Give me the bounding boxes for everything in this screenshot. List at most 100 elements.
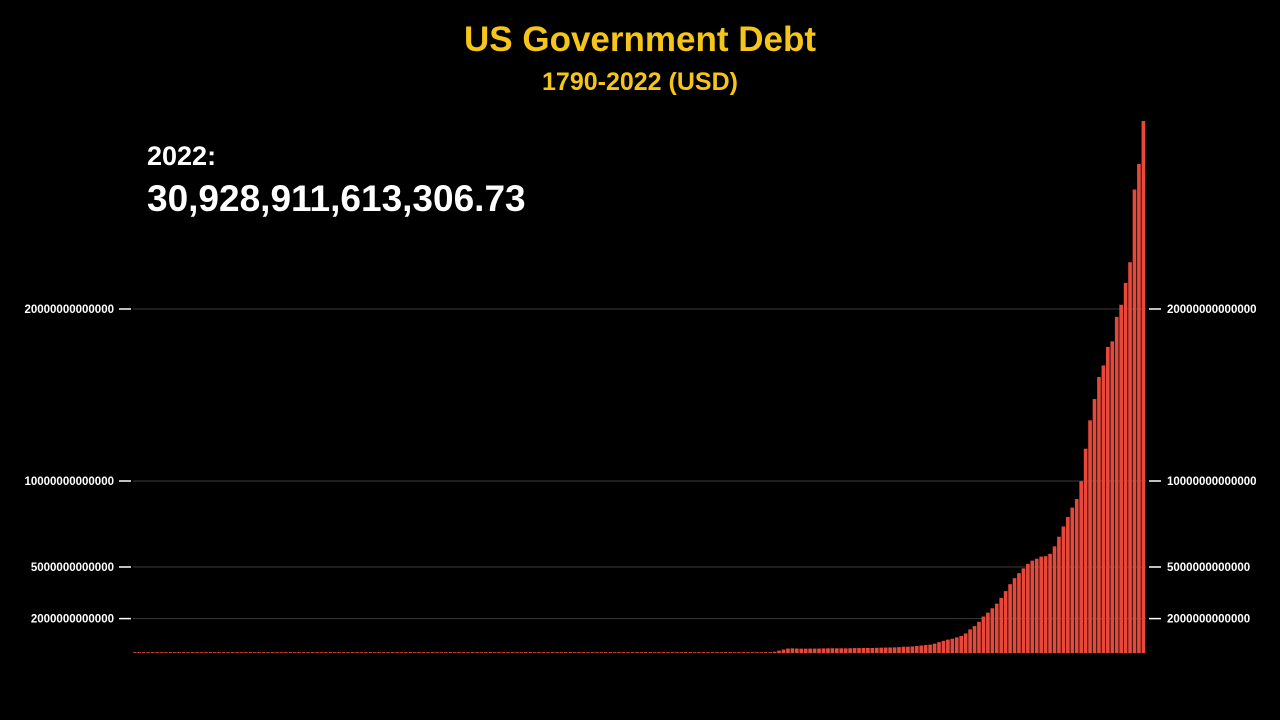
bar-year-1838 bbox=[346, 652, 350, 653]
bar-year-2000 bbox=[1066, 517, 1070, 653]
bar-year-1903 bbox=[635, 652, 639, 653]
tick-layer: 2000000000000 2000000000000 5000000000000 5… bbox=[24, 304, 1256, 626]
bar-year-1812 bbox=[230, 652, 235, 653]
bar-year-1830 bbox=[310, 652, 315, 653]
bar-year-1874 bbox=[506, 652, 510, 653]
bar-year-1922 bbox=[719, 652, 724, 653]
bar-year-1842 bbox=[364, 652, 368, 653]
bar-year-1853 bbox=[412, 652, 417, 653]
bar-year-1834 bbox=[328, 652, 333, 653]
bar-year-1938 bbox=[790, 648, 795, 653]
bar-year-1826 bbox=[292, 652, 297, 653]
bar-year-1889 bbox=[572, 652, 577, 653]
bar-year-1976 bbox=[959, 635, 964, 653]
bar-year-1929 bbox=[750, 652, 755, 653]
bar-year-1908 bbox=[657, 652, 661, 653]
bar-year-1828 bbox=[301, 652, 306, 653]
bar-year-1914 bbox=[683, 652, 688, 653]
bar-year-1843 bbox=[368, 652, 373, 653]
y-tick-label-left: 10000000000000 bbox=[24, 476, 114, 488]
bar-year-1962 bbox=[897, 647, 901, 653]
bar-year-1907 bbox=[652, 652, 657, 653]
bar-year-1981 bbox=[981, 616, 986, 653]
bar-year-1993 bbox=[1034, 558, 1039, 653]
bar-year-1937 bbox=[786, 648, 790, 653]
bar-year-1844 bbox=[372, 652, 377, 653]
bar-year-1819 bbox=[261, 652, 266, 653]
bar-year-1876 bbox=[515, 652, 519, 653]
bar-year-1963 bbox=[901, 646, 906, 653]
bar-year-1971 bbox=[937, 642, 941, 653]
bar-year-1840 bbox=[355, 652, 359, 653]
bar-year-1845 bbox=[377, 652, 381, 653]
bar-year-1814 bbox=[239, 652, 244, 653]
bar-year-1869 bbox=[484, 652, 488, 653]
bar-year-1954 bbox=[861, 648, 866, 653]
bar-year-1871 bbox=[492, 652, 497, 653]
bar-year-1887 bbox=[563, 652, 568, 653]
bar-year-2005 bbox=[1088, 420, 1092, 653]
bar-year-1918 bbox=[701, 652, 706, 653]
bar-year-1970 bbox=[932, 643, 937, 653]
bar-year-1879 bbox=[528, 652, 533, 653]
bar-year-1801 bbox=[181, 652, 186, 653]
bar-year-1852 bbox=[408, 652, 413, 653]
bar-year-1980 bbox=[977, 621, 981, 653]
bar-year-1989 bbox=[1017, 573, 1021, 653]
bar-year-1958 bbox=[879, 647, 884, 653]
bar-year-2004 bbox=[1083, 448, 1088, 653]
bar-year-1999 bbox=[1061, 526, 1066, 653]
bar-year-1839 bbox=[350, 652, 355, 653]
bar-year-1891 bbox=[581, 652, 586, 653]
bar-year-1820 bbox=[266, 652, 270, 653]
bar-year-2003 bbox=[1079, 481, 1083, 653]
bar-year-1910 bbox=[666, 652, 670, 653]
bar-year-1990 bbox=[1021, 568, 1026, 653]
bar-year-1849 bbox=[395, 652, 399, 653]
bar-year-1915 bbox=[688, 652, 693, 653]
bar-year-1941 bbox=[803, 648, 808, 653]
bar-year-1792 bbox=[141, 652, 146, 653]
bar-year-2011 bbox=[1114, 316, 1119, 653]
bar-year-2009 bbox=[1106, 346, 1110, 653]
bar-year-2017 bbox=[1141, 121, 1146, 653]
bar-year-1925 bbox=[732, 652, 737, 653]
chart-title: US Government Debt bbox=[464, 20, 816, 59]
bar-year-1948 bbox=[834, 648, 839, 653]
current-debt-value: 30,928,911,613,306.73 bbox=[147, 178, 526, 219]
bar-year-2002 bbox=[1074, 499, 1079, 653]
bar-year-1969 bbox=[928, 644, 932, 653]
bar-year-1872 bbox=[497, 652, 501, 653]
bar-year-1997 bbox=[1052, 546, 1057, 653]
bar-year-2008 bbox=[1101, 365, 1106, 653]
bar-year-1862 bbox=[452, 652, 457, 653]
bar-year-1899 bbox=[617, 652, 621, 653]
bar-year-1854 bbox=[417, 652, 421, 653]
bar-year-1952 bbox=[852, 648, 857, 653]
bar-year-1998 bbox=[1057, 536, 1061, 653]
bar-year-1793 bbox=[146, 652, 150, 653]
bar-year-1796 bbox=[159, 652, 164, 653]
bar-year-1928 bbox=[746, 652, 750, 653]
bar-year-1959 bbox=[883, 647, 888, 653]
bar-year-1884 bbox=[550, 652, 555, 653]
bar-year-1799 bbox=[172, 652, 177, 653]
bar-year-1870 bbox=[488, 652, 493, 653]
bar-year-1848 bbox=[390, 652, 395, 653]
bar-year-1983 bbox=[990, 608, 995, 653]
bar-year-1831 bbox=[315, 652, 319, 653]
bar-year-2001 bbox=[1070, 507, 1075, 653]
y-tick-label-right: 10000000000000 bbox=[1167, 476, 1257, 488]
grid-layer bbox=[133, 308, 1146, 620]
bar-year-1846 bbox=[381, 652, 386, 653]
bar-year-1797 bbox=[164, 652, 168, 653]
bar-year-1961 bbox=[892, 647, 897, 653]
bar-year-1822 bbox=[275, 652, 279, 653]
bar-year-1890 bbox=[577, 652, 581, 653]
bar-year-1996 bbox=[1048, 553, 1052, 653]
bar-year-1860 bbox=[444, 652, 448, 653]
bar-year-1898 bbox=[612, 652, 617, 653]
bar-year-1975 bbox=[954, 637, 959, 653]
current-year-label: 2022: bbox=[147, 141, 217, 171]
